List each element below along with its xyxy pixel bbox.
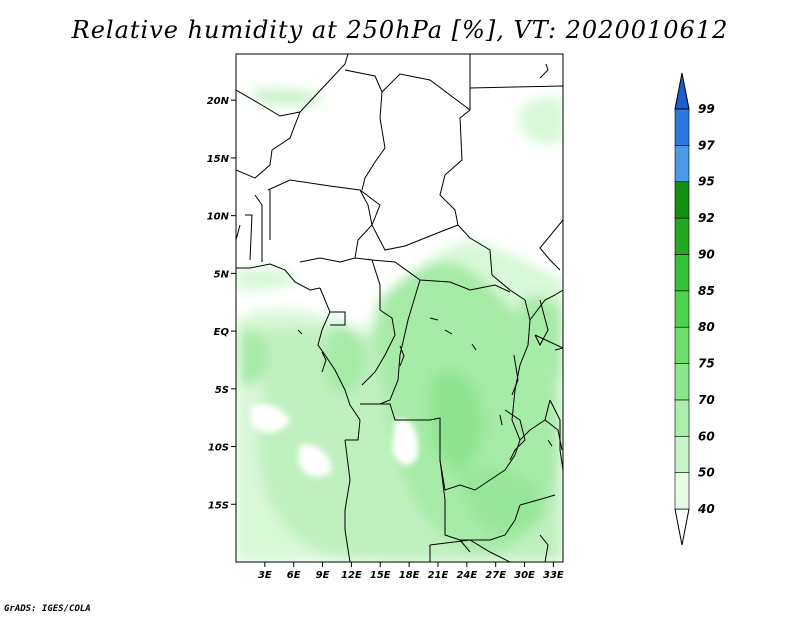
lat-tick-label: 10N [207,212,230,223]
colorbar-level-label: 95 [698,175,715,189]
colorbar-segment [674,472,690,510]
lon-tick-label: 24E [456,570,477,581]
map-title: Relative humidity at 250hPa [%], VT: 202… [71,16,729,44]
colorbar-segment [674,326,690,364]
colorbar-segment [674,217,690,255]
colorbar-segment [674,108,690,146]
colorbar-low-end [674,508,690,546]
country-borders [236,54,563,562]
lat-tick-label: 5N [214,269,230,280]
colorbar-segment [674,254,690,292]
colorbar-level-label: 92 [698,211,715,225]
humidity-shading [236,54,563,562]
lon-tick-label: 15E [370,570,391,581]
lon-tick-label: 6E [287,570,301,581]
colorbar-level-label: 97 [698,138,715,152]
lon-tick-label: 12E [341,570,362,581]
lon-tick-label: 9E [316,570,330,581]
lon-tick-label: 3E [258,570,272,581]
credit-text: GrADS: IGES/COLA [4,604,91,614]
colorbar-level-label: 50 [698,466,715,480]
colorbar-level-label: 75 [698,357,715,371]
lat-tick-label: 5S [215,385,229,396]
lat-tick-label: 15S [208,500,229,511]
colorbar-high-end [674,72,690,110]
colorbar-segment [674,435,690,473]
colorbar-segment [674,399,690,437]
colorbar-segment [674,290,690,328]
longitude-axis: 3E 6E 9E 12E 15E 18E 21E 24E 27E 30E 33E [258,562,564,581]
colorbar: 40 50 60 70 75 80 85 90 92 95 97 99 [674,72,715,546]
map-frame [235,53,564,563]
colorbar-level-label: 40 [697,502,715,516]
lon-tick-label: 21E [428,570,449,581]
lat-tick-label: 15N [207,154,230,165]
colorbar-level-label: 60 [698,429,715,443]
lon-tick-label: 33E [543,570,564,581]
colorbar-level-label: 90 [698,247,715,261]
lon-tick-label: 30E [514,570,535,581]
lon-tick-label: 18E [399,570,420,581]
colorbar-segment [674,145,690,183]
lat-tick-label: 10S [208,443,229,454]
colorbar-level-label: 80 [698,320,715,334]
colorbar-segment [674,363,690,401]
latitude-axis: 20N 15N 10N 5N EQ 5S 10S 15S [207,96,236,511]
colorbar-level-label: 99 [698,102,715,116]
lat-tick-label: 20N [207,96,230,107]
lon-tick-label: 27E [485,570,506,581]
colorbar-level-label: 70 [698,393,715,407]
colorbar-level-label: 85 [698,284,715,298]
colorbar-segment [674,181,690,219]
lat-tick-label: EQ [214,327,230,338]
